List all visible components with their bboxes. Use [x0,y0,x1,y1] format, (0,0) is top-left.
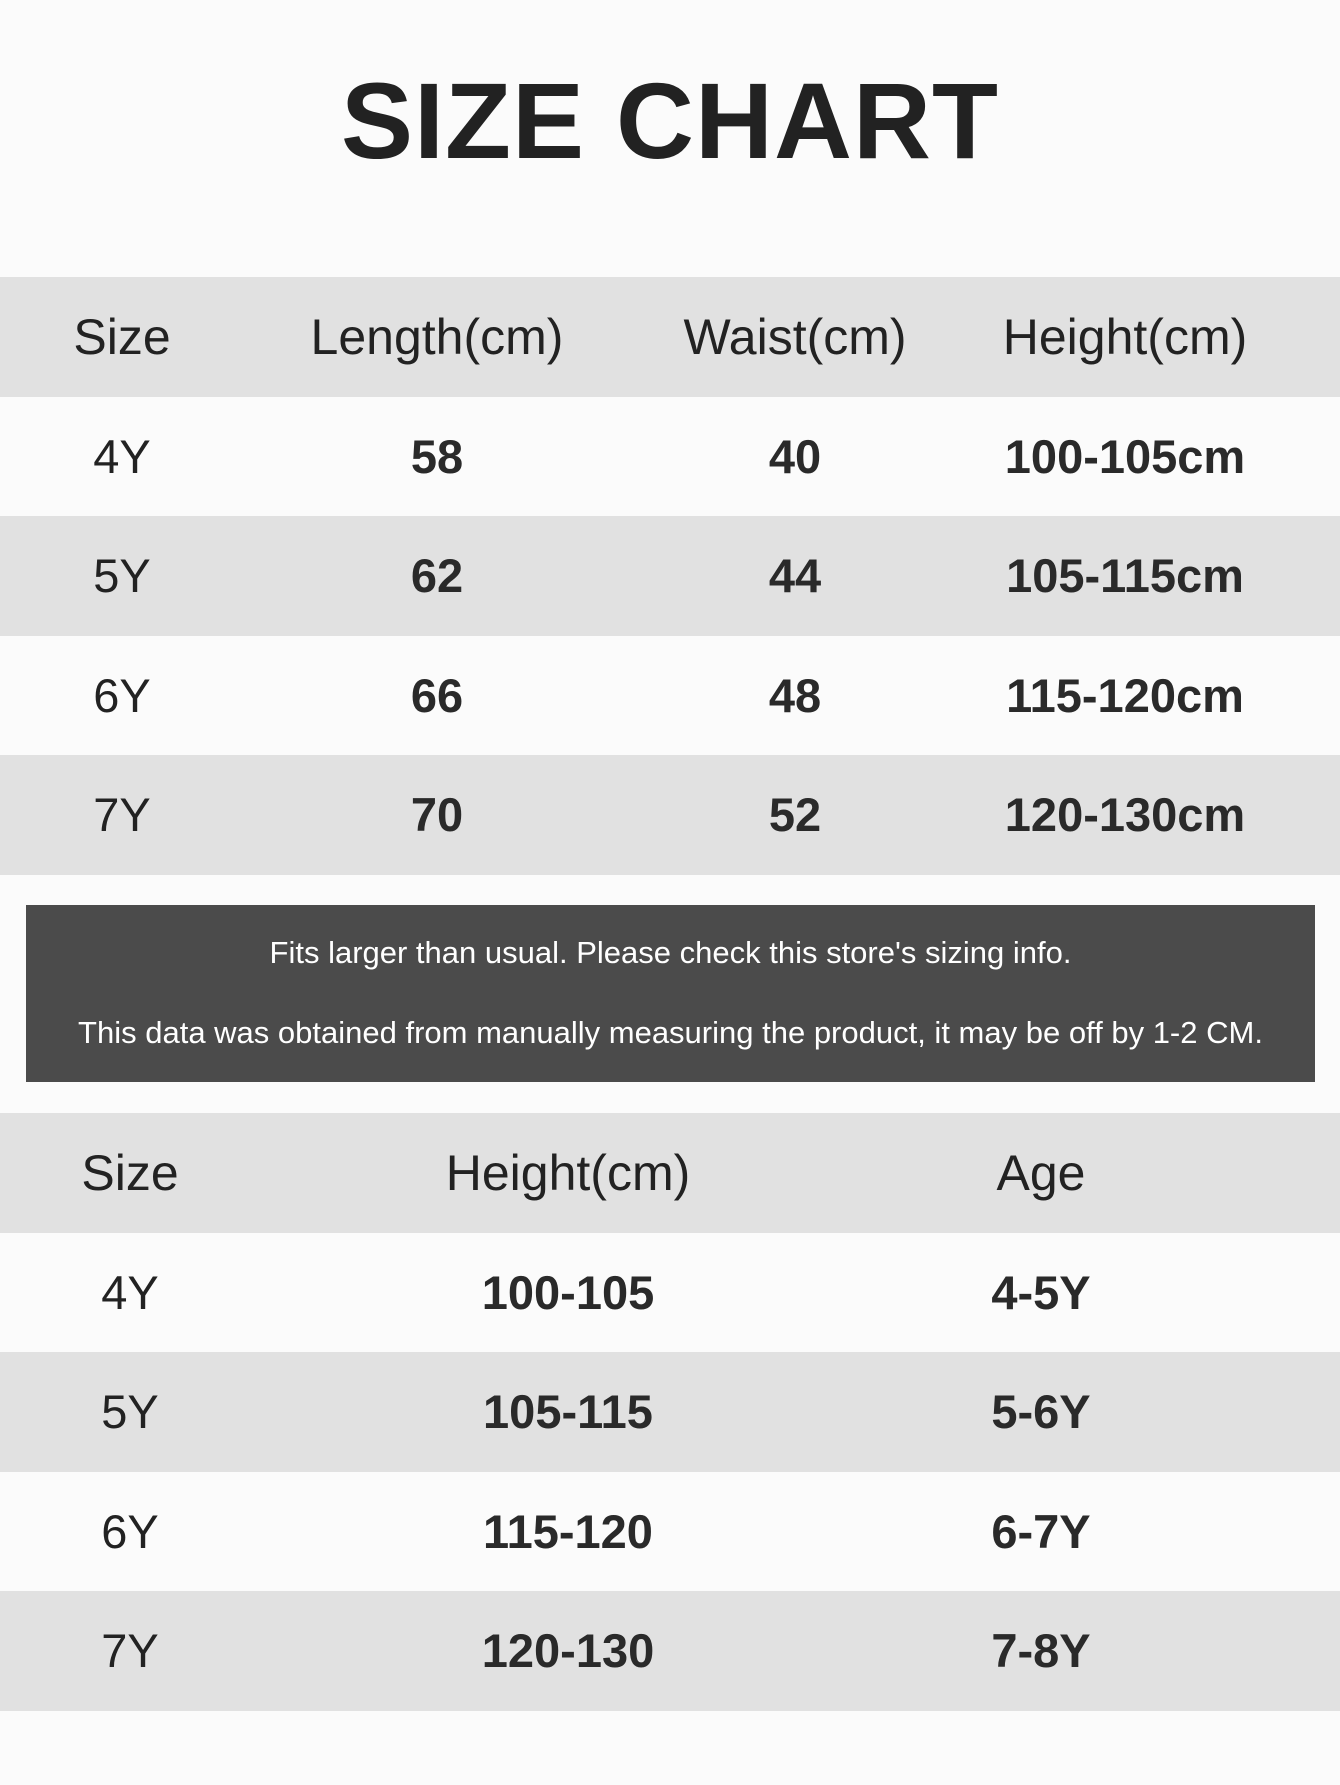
table-cell: 70 [410,788,464,841]
column-header: Waist(cm) [683,309,907,365]
table-cell: 120-130 [481,1624,655,1677]
table-cell: 115-120cm [1006,668,1244,722]
table-cell: 4Y [101,1265,159,1319]
table-row: 4Y 100-105 4-5Y [0,1233,1340,1353]
table-header-row: Size Height(cm) Age [0,1113,1340,1233]
table-cell: 120-130cm [1004,788,1246,841]
table-cell: 48 [768,668,822,722]
column-header: Size [73,309,171,365]
table-cell: 58 [410,429,464,483]
table-cell: 44 [768,549,822,602]
column-header: Age [996,1145,1086,1201]
table-row: 5Y 105-115 5-6Y [0,1352,1340,1472]
table-cell: 52 [768,788,822,841]
table-cell: 7Y [93,788,151,841]
table-row: 5Y 62 44 105-115cm [0,516,1340,636]
table-cell: 105-115 [483,1385,653,1438]
table-cell: 105-115cm [1006,549,1244,602]
table-cell: 5Y [101,1385,159,1438]
table-cell: 62 [410,549,464,602]
table-row: 7Y 70 52 120-130cm [0,755,1340,875]
table-row: 7Y 120-130 7-8Y [0,1591,1340,1711]
table-cell: 66 [410,668,464,722]
table-cell: 6Y [101,1504,159,1558]
table-cell: 4-5Y [991,1265,1091,1319]
table-cell: 6Y [93,668,151,722]
table-cell: 5Y [93,549,151,602]
table-cell: 7Y [101,1624,159,1677]
table-cell: 6-7Y [991,1504,1091,1558]
table-cell: 4Y [93,429,151,483]
column-header: Height(cm) [1002,309,1248,365]
column-header: Size [81,1145,179,1201]
table-row: 4Y 58 40 100-105cm [0,397,1340,517]
column-header: Length(cm) [310,309,564,365]
note-line-fit: Fits larger than usual. Please check thi… [269,935,1072,970]
table-row: 6Y 115-120 6-7Y [0,1472,1340,1592]
page-title: SIZE CHART [341,60,999,181]
table-cell: 100-105 [481,1265,655,1319]
table-cell: 100-105cm [1004,429,1246,483]
table-cell: 5-6Y [991,1385,1091,1438]
note-line-measurement: This data was obtained from manually mea… [78,1015,1263,1050]
column-header: Height(cm) [445,1145,691,1201]
sizing-note: Fits larger than usual. Please check thi… [26,905,1315,1082]
table-cell: 115-120 [483,1504,653,1558]
table-cell: 7-8Y [991,1624,1091,1677]
table-cell: 40 [768,429,822,483]
table-row: 6Y 66 48 115-120cm [0,636,1340,756]
table-header-row: Size Length(cm) Waist(cm) Height(cm) [0,277,1340,397]
